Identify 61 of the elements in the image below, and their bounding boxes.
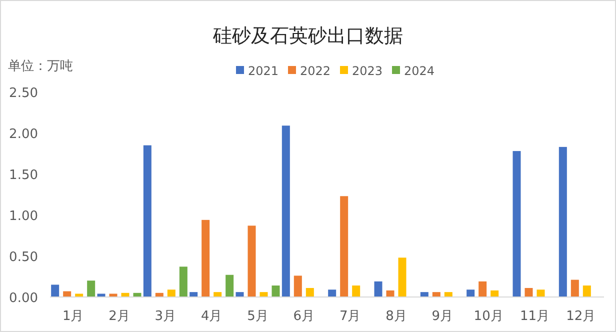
bar bbox=[524, 288, 533, 297]
bar bbox=[386, 290, 394, 297]
x-tick-label: 11月 bbox=[520, 309, 550, 324]
bar bbox=[167, 290, 176, 297]
bar bbox=[190, 292, 198, 297]
bar bbox=[478, 281, 487, 297]
y-tick-label: 2.50 bbox=[9, 86, 38, 101]
chart-title: 硅砂及石英砂出口数据 bbox=[212, 25, 403, 47]
y-tick-label: 1.00 bbox=[9, 209, 38, 224]
y-tick-label: 0.00 bbox=[9, 291, 38, 306]
x-tick-label: 3月 bbox=[154, 309, 176, 324]
bar bbox=[490, 290, 499, 297]
bar bbox=[51, 284, 60, 297]
bar bbox=[536, 290, 545, 297]
y-tick-label: 2.00 bbox=[9, 127, 38, 142]
x-tick-label: 2月 bbox=[108, 309, 130, 324]
bar bbox=[143, 145, 152, 297]
x-tick-label: 12月 bbox=[566, 309, 596, 324]
bar bbox=[570, 280, 579, 297]
bar bbox=[558, 146, 567, 297]
x-tick-label: 10月 bbox=[474, 309, 504, 324]
bar bbox=[248, 226, 256, 297]
x-tick-label: 4月 bbox=[200, 309, 222, 324]
x-tick-label: 8月 bbox=[386, 309, 407, 324]
bar bbox=[236, 292, 244, 297]
y-axis-title: 单位：万吨 bbox=[8, 59, 73, 74]
y-tick-label: 0.50 bbox=[9, 250, 38, 265]
x-tick-label: 1月 bbox=[62, 309, 84, 324]
bar bbox=[226, 274, 234, 297]
bar bbox=[328, 290, 336, 297]
bar bbox=[444, 292, 452, 297]
bar bbox=[398, 258, 406, 297]
x-tick-label: 9月 bbox=[432, 309, 454, 324]
x-tick-label: 6月 bbox=[293, 309, 315, 324]
x-tick-label: 5月 bbox=[247, 309, 268, 324]
x-tick-label: 7月 bbox=[339, 309, 361, 324]
bar bbox=[282, 126, 290, 297]
bar bbox=[97, 294, 106, 297]
bar bbox=[109, 294, 118, 297]
bar bbox=[374, 281, 382, 297]
y-tick-label: 1.50 bbox=[9, 168, 38, 183]
bar bbox=[420, 292, 428, 297]
legend-label: 2021 bbox=[248, 64, 279, 78]
bar bbox=[214, 292, 222, 297]
bar bbox=[432, 292, 440, 297]
bar bbox=[306, 288, 314, 297]
bar bbox=[260, 292, 268, 297]
legend-label: 2023 bbox=[352, 64, 383, 78]
bar bbox=[512, 151, 521, 297]
bar bbox=[87, 280, 96, 297]
bar bbox=[272, 286, 280, 297]
bar bbox=[582, 286, 591, 297]
bar bbox=[466, 290, 475, 297]
bar bbox=[202, 220, 210, 297]
bar bbox=[340, 196, 348, 297]
bar bbox=[75, 294, 84, 297]
legend-label: 2024 bbox=[404, 64, 435, 78]
legend-label: 2022 bbox=[300, 64, 331, 78]
bar bbox=[294, 276, 302, 297]
bar bbox=[352, 286, 360, 297]
bar bbox=[179, 266, 188, 297]
